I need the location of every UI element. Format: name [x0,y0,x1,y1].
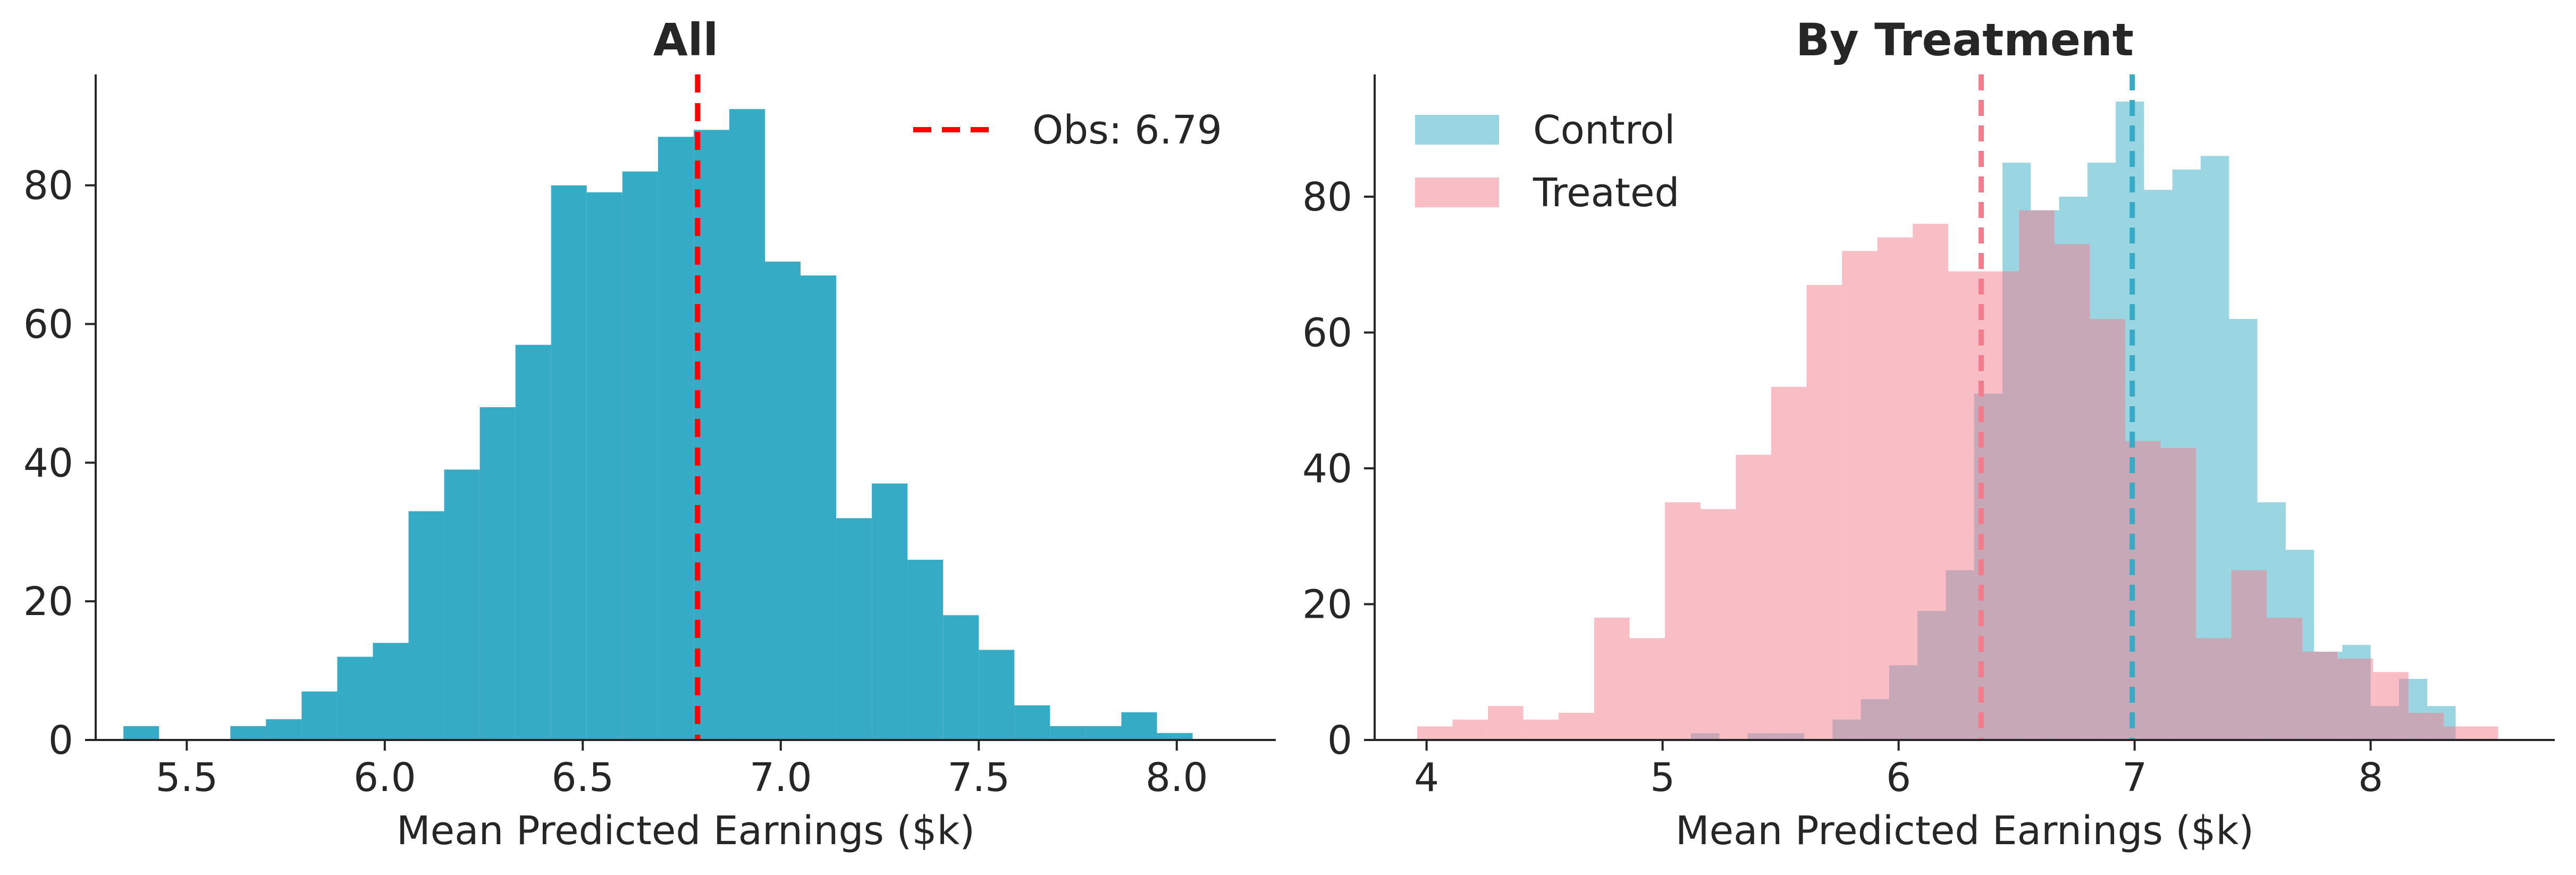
histogram-bar-treated [1948,271,1984,740]
histogram-bar-treated [1806,285,1842,740]
histogram-bar-treated [1559,712,1594,740]
histogram-bar-treated [1842,251,1878,740]
y-axis-ticks-by-treatment: 0 20 40 60 80 [1302,174,1375,763]
histogram-bar-all [1121,712,1157,740]
x-axis-ticks-all: 5.5 6.0 6.5 7.0 7.5 8.0 [155,740,1208,801]
y-tick-label: 20 [1302,582,1352,627]
x-tick-label: 6.5 [551,755,614,801]
histogram-bar-treated [2196,638,2232,740]
histogram-bar-all [764,262,801,740]
legend-label-treated: Treated [1533,170,1680,216]
histogram-bar-all [979,650,1015,740]
y-tick-label: 40 [1302,446,1352,492]
histogram-bar-treated [1983,271,2019,740]
histogram-bar-all [444,469,480,740]
bars-all [123,109,1193,741]
histogram-bar-all [907,559,944,740]
legend-by-treatment: Control Treated [1415,107,1680,216]
y-tick-label: 0 [1327,718,1352,763]
histogram-bar-treated [2444,726,2479,740]
histogram-bar-all [479,407,516,740]
histogram-bar-treated [1488,706,1523,740]
histogram-bar-treated [1771,386,1807,740]
histogram-bar-all [729,109,765,740]
histogram-bar-all [123,726,159,740]
histogram-bar-treated [2231,570,2267,740]
histogram-bar-treated [2479,726,2498,740]
x-tick-label: 8.0 [1146,755,1208,801]
histogram-bar-all [586,192,622,740]
histogram-bar-all [1014,705,1050,740]
y-tick-label: 80 [23,163,73,209]
histogram-bar-all [515,344,551,740]
bars-by-treatment [1417,102,2498,740]
histogram-bar-all [551,185,587,741]
panel-title-by-treatment: By Treatment [1796,14,2134,66]
histogram-bar-treated [1523,719,1559,740]
y-axis-ticks-all: 0 20 40 60 80 [23,163,96,763]
histogram-bar-treated [1452,719,1488,740]
histogram-bar-treated [1877,237,1913,740]
histogram-bar-all [658,137,694,740]
histogram-bar-all [872,483,908,740]
histogram-bar-treated [1913,224,1948,740]
histogram-bar-all [801,275,837,740]
histogram-bar-all [836,518,872,740]
x-axis-label-by-treatment: Mean Predicted Earnings ($k) [1676,808,2254,854]
y-tick-label: 80 [1302,174,1352,220]
histogram-bar-treated [1700,509,1736,740]
legend-swatch-treated [1415,178,1499,207]
x-tick-label: 6.0 [353,755,416,801]
y-tick-label: 0 [48,718,73,763]
legend-label-control: Control [1533,107,1676,153]
x-tick-label: 5.5 [155,755,218,801]
x-tick-label: 5 [1650,755,1675,801]
x-tick-label: 8 [2358,755,2383,801]
panel-by-treatment: By Treatment 4 5 6 7 8 0 20 40 60 80 Mean Predic… [1302,14,2555,854]
reference-lines-by-treatment [1979,74,2135,740]
legend-all: Obs: 6.79 [913,107,1222,153]
histogram-bar-treated [2373,672,2409,740]
histogram-bar-treated [1665,502,1701,740]
histogram-bar-treated [1736,455,1771,740]
panel-all: All 5.5 6.0 6.5 7.0 7.5 8.0 0 20 40 60 80 Mean Pr… [23,14,1276,854]
histogram-bar-treated [2160,448,2196,740]
histogram-bar-all [337,657,373,740]
histogram-bar-treated [2267,618,2302,740]
x-tick-label: 7.0 [750,755,812,801]
y-tick-label: 60 [1302,310,1352,356]
histogram-bar-all [943,615,979,740]
histogram-bar-treated [1629,638,1665,740]
legend-label-obs: Obs: 6.79 [1032,107,1222,153]
x-tick-label: 7.5 [947,755,1010,801]
y-tick-label: 20 [23,579,73,625]
histogram-bar-all [373,643,409,740]
histogram-bar-all [230,726,266,740]
histogram-bar-treated [2302,651,2338,740]
histogram-bar-treated [1594,618,1630,740]
histogram-bar-treated [2337,658,2373,740]
x-axis-ticks-by-treatment: 4 5 6 7 8 [1414,740,2383,801]
histogram-bar-treated [1417,726,1453,740]
histogram-bar-treated [2019,210,2055,740]
histogram-bar-treated [2408,712,2444,740]
histogram-bar-all [266,719,302,740]
histogram-bar-all [1157,733,1193,740]
y-tick-label: 40 [23,440,73,486]
histogram-bar-all [622,171,658,740]
histogram-bar-all [1085,726,1122,740]
panel-title-all: All [653,14,719,66]
legend-swatch-control [1415,115,1499,145]
histogram-bar-treated [2054,244,2090,740]
x-axis-label-all: Mean Predicted Earnings ($k) [397,808,975,854]
histogram-bar-all [408,511,444,740]
histogram-bar-all [1050,726,1086,740]
histogram-bar-treated [2090,318,2125,740]
y-tick-label: 60 [23,302,73,348]
x-tick-label: 4 [1414,755,1439,801]
x-tick-label: 7 [2122,755,2147,801]
x-tick-label: 6 [1886,755,1911,801]
histogram-bar-all [301,691,338,740]
